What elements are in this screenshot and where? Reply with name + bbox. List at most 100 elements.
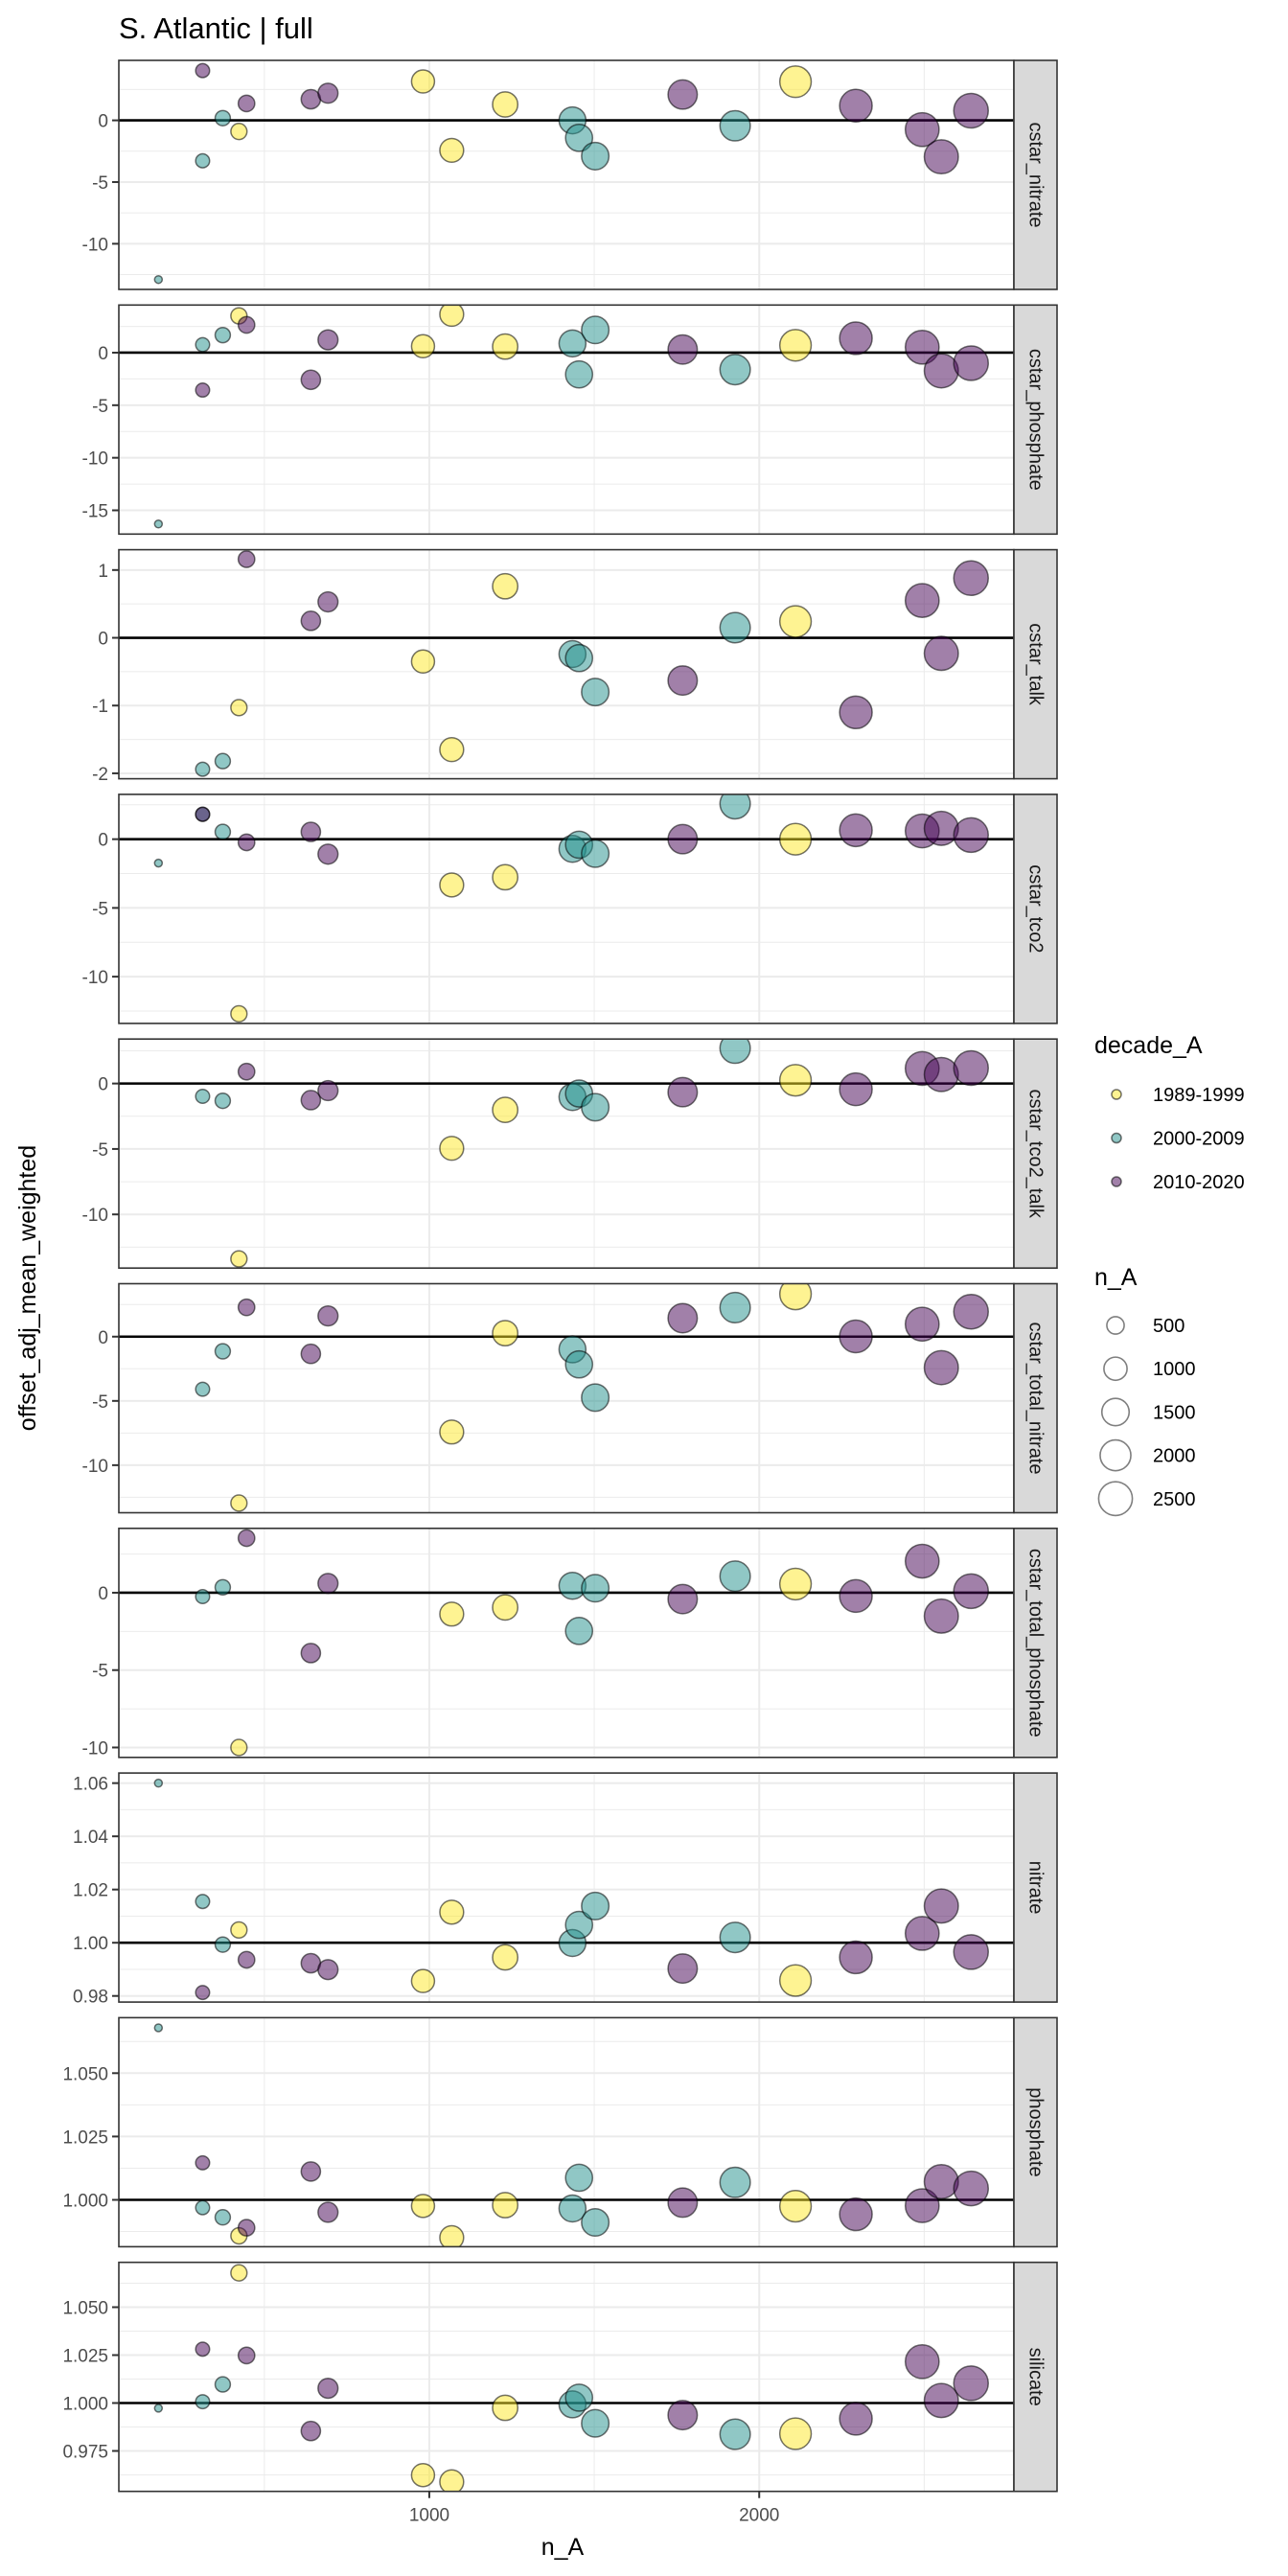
data-point xyxy=(904,2343,940,2380)
data-point xyxy=(564,2163,594,2193)
points xyxy=(195,550,989,777)
data-point xyxy=(778,605,813,638)
data-point xyxy=(410,2462,436,2488)
data-point xyxy=(564,1349,594,1379)
data-point xyxy=(581,1092,610,1122)
legend-decade: decade_A 1989-1999 2000-2009 2010-2020 xyxy=(1094,1032,1245,1193)
data-point xyxy=(904,1543,940,1579)
data-point xyxy=(581,1891,610,1920)
data-point xyxy=(719,1291,751,1323)
data-point xyxy=(564,2383,594,2412)
data-point xyxy=(214,1092,232,1110)
y-tick-label: 0 xyxy=(98,630,108,650)
data-point xyxy=(667,823,699,855)
data-point xyxy=(778,1567,813,1601)
data-point xyxy=(195,336,211,353)
legend-size: n_A 500 1000 1500 2000 2500 xyxy=(1094,1264,1196,1517)
facet-strip-label: cstar_nitrate xyxy=(1025,122,1046,227)
y-tick-label: -2 xyxy=(92,765,108,785)
data-point xyxy=(492,2192,519,2219)
data-point xyxy=(230,2264,248,2282)
data-point xyxy=(439,137,465,164)
y-tick-label: 1.025 xyxy=(62,2347,108,2367)
facet-strip xyxy=(1013,1772,1058,2003)
y-tick-label: 0 xyxy=(98,112,108,132)
data-point xyxy=(667,1076,699,1108)
data-point xyxy=(214,326,232,344)
data-point xyxy=(839,321,873,356)
legend-key xyxy=(1100,1397,1131,1427)
data-point xyxy=(492,863,519,891)
data-point xyxy=(195,2341,211,2358)
data-point xyxy=(153,1778,164,1788)
data-point xyxy=(719,1560,751,1593)
data-point xyxy=(439,1899,465,1925)
points xyxy=(153,1778,989,2001)
y-tick-label: 1.000 xyxy=(62,2395,108,2415)
legend-label: 1000 xyxy=(1153,1359,1196,1380)
y-tick-label: 0 xyxy=(98,1584,108,1604)
x-axis-title: n_A xyxy=(541,2534,585,2561)
data-point xyxy=(564,124,594,152)
panel-phosphate: 1.000 1.025 1.050 phosphate xyxy=(62,2016,1058,2248)
x-tick-label: 2000 xyxy=(739,2506,779,2526)
y-tick-label: -10 xyxy=(82,968,108,988)
y-tick-label: -5 xyxy=(92,899,108,919)
panel-background xyxy=(119,60,1014,289)
data-point xyxy=(195,152,211,169)
data-point xyxy=(300,610,322,632)
y-tick-label: -15 xyxy=(82,502,108,522)
y-tick-label: 1.00 xyxy=(73,1934,108,1954)
data-point xyxy=(195,2199,211,2216)
facet-strip xyxy=(1013,2016,1058,2248)
data-point xyxy=(230,1920,248,1940)
data-point xyxy=(923,635,959,672)
panel-background xyxy=(119,1283,1014,1513)
data-point xyxy=(778,822,813,856)
panel-background xyxy=(119,794,1014,1024)
legend-label: 1989-1999 xyxy=(1153,1085,1245,1106)
legend-item-decade: 1989-1999 xyxy=(1111,1085,1245,1106)
data-point xyxy=(237,1298,256,1317)
data-point xyxy=(581,315,610,345)
data-point xyxy=(195,806,211,822)
data-point xyxy=(300,2161,322,2182)
facet-strip-label: cstar_tco2 xyxy=(1025,864,1046,953)
y-tick-label: -5 xyxy=(92,397,108,417)
legend-item-size: 1500 xyxy=(1100,1397,1196,1427)
data-point xyxy=(410,2194,436,2219)
data-point xyxy=(778,65,813,99)
data-point xyxy=(923,2382,959,2419)
data-point xyxy=(719,109,751,142)
data-point xyxy=(923,2163,959,2199)
data-point xyxy=(439,305,465,328)
legend-label: 2500 xyxy=(1153,1489,1196,1510)
legend-key xyxy=(1111,1089,1122,1100)
data-point xyxy=(719,611,751,644)
data-point xyxy=(317,2201,339,2223)
facet-strip-label: cstar_phosphate xyxy=(1025,349,1046,491)
data-point xyxy=(953,560,989,597)
data-point xyxy=(953,1934,989,1970)
panel-silicate: 0.975 1.000 1.025 1.050 silicate xyxy=(62,2261,1058,2493)
data-point xyxy=(492,572,519,600)
panel-background xyxy=(119,1773,1014,2003)
y-tick-label: -10 xyxy=(82,449,108,470)
data-point xyxy=(237,550,256,568)
data-point xyxy=(904,583,940,618)
data-point xyxy=(719,354,751,386)
data-point xyxy=(317,1079,339,1102)
y-tick-label: 1.025 xyxy=(62,2128,108,2148)
legend-key xyxy=(1097,1481,1134,1517)
data-point xyxy=(300,369,322,391)
legend-item-size: 500 xyxy=(1106,1316,1184,1337)
y-tick-label: 0.975 xyxy=(62,2443,108,2463)
panel-background xyxy=(119,1528,1014,1758)
facet-strip xyxy=(1013,304,1058,536)
y-tick-label: 0 xyxy=(98,1075,108,1095)
data-point xyxy=(439,1419,465,1445)
legend-item-size: 2000 xyxy=(1099,1438,1196,1472)
y-tick-label: 1.000 xyxy=(62,2191,108,2211)
points xyxy=(153,305,989,529)
legend-item-size: 1000 xyxy=(1103,1356,1196,1382)
